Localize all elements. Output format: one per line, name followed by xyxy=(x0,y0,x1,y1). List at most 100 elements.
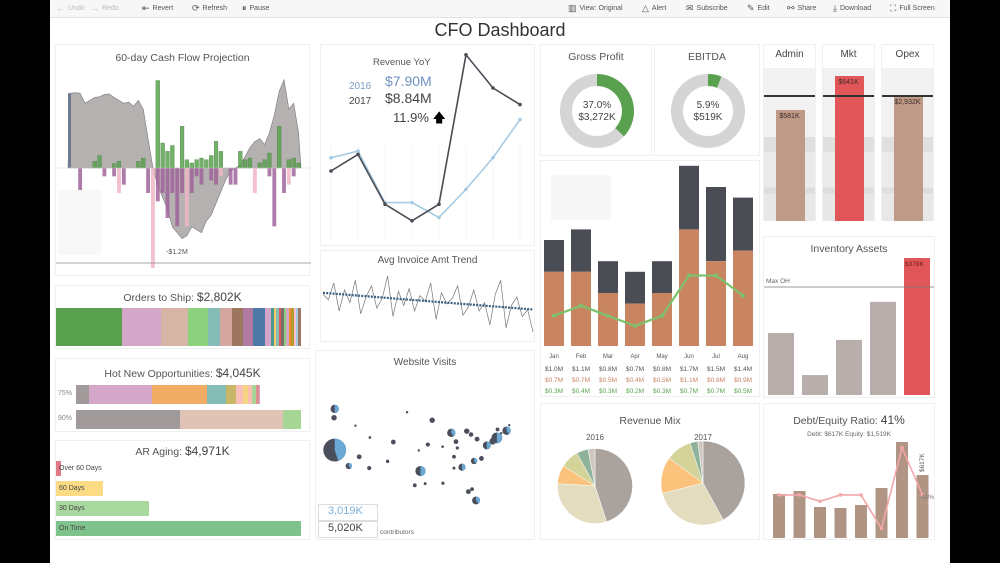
order-segment[interactable] xyxy=(122,308,162,346)
toolbar-full-screen-button[interactable]: ⛶ Full Screen xyxy=(890,4,935,13)
visits-2017-total: 5,020K xyxy=(318,521,378,538)
outflow-bar xyxy=(78,168,83,193)
gross-profit-value: $3,272K xyxy=(578,112,616,123)
year-2016-label: 2016 xyxy=(349,81,372,92)
inventory-panel[interactable]: Inventory Assets Max OH $378K xyxy=(763,236,935,398)
opportunity-segment[interactable] xyxy=(76,385,90,404)
toolbar-edit-button[interactable]: ✎ Edit xyxy=(747,4,770,13)
toolbar-download-button[interactable]: ⤓ Download xyxy=(833,4,871,13)
inflow-bar xyxy=(296,162,301,169)
visit-bubble xyxy=(452,466,456,470)
visits-2016-total: 3,019K xyxy=(318,504,378,521)
outflow-bar xyxy=(267,168,272,177)
order-segment[interactable] xyxy=(207,308,220,346)
visit-bubble xyxy=(441,445,444,448)
order-segment[interactable] xyxy=(286,308,289,346)
opportunity-segment[interactable] xyxy=(283,410,301,429)
margin-bar-segment xyxy=(652,261,672,293)
opportunity-segment[interactable] xyxy=(255,385,259,404)
orders-total: $2,802K xyxy=(196,290,242,304)
outflow-bar xyxy=(228,168,233,185)
opportunity-segment[interactable] xyxy=(89,385,153,404)
profit-label: $0.3M xyxy=(545,388,563,395)
ar-bar-over-60-days[interactable] xyxy=(56,461,61,476)
ar-bar-60-days[interactable] xyxy=(56,481,103,496)
order-segment[interactable] xyxy=(276,308,279,346)
opportunity-segment[interactable] xyxy=(235,385,244,404)
ar-bar-on-time[interactable] xyxy=(56,521,301,536)
order-segment[interactable] xyxy=(271,308,275,346)
website-visits-panel[interactable]: Website Visits 3,019K 5,020K contributor… xyxy=(315,350,535,540)
expense-bar[interactable] xyxy=(776,110,805,221)
order-segment[interactable] xyxy=(274,308,277,346)
expense-admin-panel[interactable]: Admin $581K xyxy=(763,44,816,221)
probability-label: 90% xyxy=(58,415,73,422)
revenue-yoy-panel[interactable]: Revenue YoY 2016 $7.90M 2017 $8.84M 11.9… xyxy=(320,44,535,246)
toolbar-view-original-button[interactable]: ▥ View: Original xyxy=(568,4,623,13)
orders-title: Orders to Ship: $2,802K xyxy=(56,290,309,305)
orders-to-ship-panel[interactable]: Orders to Ship: $2,802K xyxy=(55,285,310,349)
inflow-bar xyxy=(155,80,160,169)
outflow-bar xyxy=(160,168,165,193)
series-line-2016 xyxy=(330,119,521,219)
order-segment[interactable] xyxy=(219,308,232,346)
order-segment[interactable] xyxy=(298,308,301,346)
order-segment[interactable] xyxy=(252,308,265,346)
order-segment[interactable] xyxy=(264,308,272,346)
order-segment[interactable] xyxy=(281,308,284,346)
order-segment[interactable] xyxy=(56,308,123,346)
outflow-bar xyxy=(286,168,291,185)
revenue-label: $0.8M xyxy=(653,366,671,373)
toolbar-refresh-button[interactable]: ⟳ Refresh xyxy=(192,4,227,13)
cash-flow-panel[interactable]: 60-day Cash Flow Projection -$1.2M xyxy=(55,44,311,276)
visit-bubble xyxy=(455,446,459,450)
gross-profit-center: 37.0% $3,272K xyxy=(541,100,653,124)
order-segment[interactable] xyxy=(232,308,243,346)
opportunity-segment[interactable] xyxy=(207,385,227,404)
opportunity-segment[interactable] xyxy=(76,410,180,429)
gross-profit-panel[interactable]: Gross Profit 37.0% $3,272K xyxy=(540,44,652,156)
order-segment[interactable] xyxy=(278,308,282,346)
opportunity-segment[interactable] xyxy=(251,385,256,404)
order-segment[interactable] xyxy=(243,308,253,346)
expense-bar[interactable] xyxy=(835,76,864,221)
toolbar-undo-button[interactable]: ← Undo xyxy=(56,4,85,13)
opportunity-segment[interactable] xyxy=(258,385,261,404)
ebitda-donut xyxy=(671,74,745,148)
toolbar-share-button[interactable]: ⚯ Share xyxy=(787,4,816,13)
order-segment[interactable] xyxy=(288,308,292,346)
ar-bar-30-days[interactable] xyxy=(56,501,150,516)
opportunity-segment[interactable] xyxy=(243,385,249,404)
expense-opex-panel[interactable]: Opex $2,932K xyxy=(881,44,934,221)
visit-2016-share xyxy=(486,441,491,450)
toolbar-alert-button[interactable]: △ Alert xyxy=(642,4,666,13)
order-segment[interactable] xyxy=(283,308,287,346)
revenue-mix-panel[interactable]: Revenue Mix 2016 2017 xyxy=(540,403,760,540)
toolbar-redo-button[interactable]: → Redo xyxy=(90,4,119,13)
opportunity-segment[interactable] xyxy=(248,385,252,404)
opportunity-segment[interactable] xyxy=(152,385,208,404)
monthly-revenue-panel[interactable]: Jan $1.0M $0.7M $0.3M Feb $1.1M $0.7M $0.4M Mar $… xyxy=(540,160,760,397)
ar-aging-panel[interactable]: AR Aging: $4,971K Over 60 Days 60 Days 30 … xyxy=(55,440,310,540)
order-segment[interactable] xyxy=(161,308,189,346)
toolbar-revert-button[interactable]: ⇤ Revert xyxy=(142,4,173,13)
cost-bar-segment xyxy=(652,293,672,346)
expense-mkt-panel[interactable]: Mkt $641K xyxy=(822,44,875,221)
order-segment[interactable] xyxy=(295,308,299,346)
donut-value-arc xyxy=(707,74,722,88)
opportunity-segment[interactable] xyxy=(179,410,283,429)
debt-equity-panel[interactable]: Debt/Equity Ratio: 41% Debt: $617K Equit… xyxy=(763,403,935,540)
toolbar-subscribe-button[interactable]: ✉ Subscribe xyxy=(686,4,728,13)
toolbar-pause-button[interactable]: ⏸ Pause xyxy=(242,4,269,13)
inflow-bar xyxy=(247,157,253,169)
hot-opportunities-panel[interactable]: Hot New Opportunities: $4,045K 75% 90% xyxy=(55,358,310,432)
visit-2016-share xyxy=(462,463,466,471)
avg-invoice-panel[interactable]: Avg Invoice Amt Trend xyxy=(320,250,535,342)
opportunity-segment[interactable] xyxy=(226,385,236,404)
order-segment[interactable] xyxy=(291,308,294,346)
revenue-2017-value: $8.84M xyxy=(385,90,432,106)
order-segment[interactable] xyxy=(188,308,208,346)
ebitda-panel[interactable]: EBITDA 5.9% $519K xyxy=(654,44,760,156)
order-segment[interactable] xyxy=(293,308,296,346)
expense-bar[interactable] xyxy=(894,96,923,221)
